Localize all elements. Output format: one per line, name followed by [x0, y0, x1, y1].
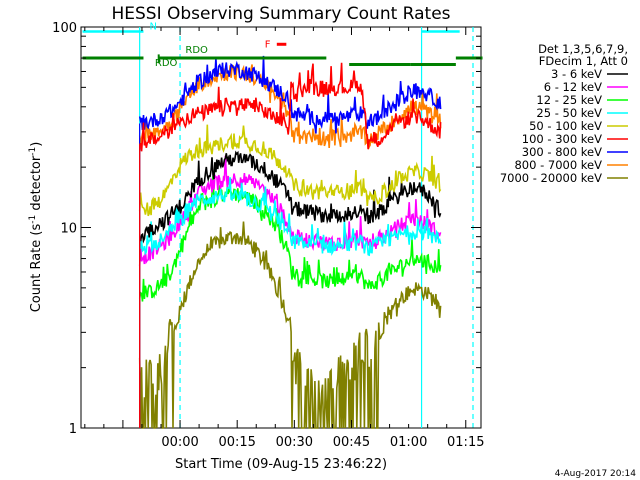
x-tick-label-5: 01:15	[447, 435, 484, 450]
n-flag-label: N	[149, 21, 156, 32]
series-line-0	[138, 150, 442, 244]
f-flag-label: F	[265, 39, 271, 50]
x-axis-label: Start Time (09-Aug-15 23:46:22)	[175, 457, 387, 472]
legend-label-3: 25 - 50 keV	[536, 106, 602, 120]
y-axis: 1 10 100	[52, 21, 481, 437]
legend-label-2: 12 - 25 keV	[536, 93, 602, 107]
y-tick-label-0: 1	[69, 422, 77, 437]
y-axis-label-tail-sup: -1	[28, 147, 38, 156]
y-tick-label-2: 100	[52, 21, 77, 36]
series-line-5	[138, 62, 442, 152]
legend-label-1: 6 - 12 keV	[544, 80, 602, 94]
rdo-label-0: RDO	[155, 58, 178, 69]
x-tick-label-3: 00:45	[333, 435, 370, 450]
chart-title: HESSI Observing Summary Count Rates	[111, 4, 450, 24]
legend-header-1: Det 1,3,5,6,7,9,	[538, 42, 628, 56]
x-axis: 00:00 00:15 00:30 00:45 01:00 01:15	[84, 27, 484, 450]
legend-label-0: 3 - 6 keV	[551, 67, 602, 81]
y-axis-label-main: Count Rate (s	[29, 224, 44, 313]
x-tick-label-4: 01:00	[390, 435, 427, 450]
series-line-3	[138, 177, 442, 257]
timestamp-stamp: 4-Aug-2017 20:14	[555, 469, 637, 479]
y-axis-label-close: )	[29, 142, 44, 147]
rdo-label-1: RDO	[185, 45, 208, 56]
legend-label-4: 50 - 100 keV	[529, 119, 602, 133]
x-tick-label-1: 00:15	[218, 435, 255, 450]
legend: Det 1,3,5,6,7,9, FDecim 1, Att 0 3 - 6 k…	[500, 42, 628, 185]
legend-label-5: 100 - 300 keV	[522, 132, 602, 146]
legend-label-6: 300 - 800 keV	[522, 145, 602, 159]
annotations: N RDO RDO F	[82, 21, 483, 69]
x-tick-label-0: 00:00	[161, 435, 198, 450]
y-axis-label: Count Rate (s-1 detector-1)	[28, 142, 44, 313]
legend-label-7: 800 - 7000 keV	[514, 158, 602, 172]
legend-header-2: FDecim 1, Att 0	[539, 54, 628, 68]
series-line-8	[138, 221, 442, 429]
series-layer	[138, 55, 442, 429]
y-axis-label-tail: detector	[29, 155, 44, 215]
y-axis-label-sup: -1	[28, 215, 38, 224]
legend-label-8: 7000 - 20000 keV	[500, 171, 602, 185]
series-line-2	[138, 175, 442, 302]
series-line-4	[138, 124, 442, 217]
y-tick-label-1: 10	[60, 222, 77, 237]
x-tick-label-2: 00:30	[276, 435, 313, 450]
